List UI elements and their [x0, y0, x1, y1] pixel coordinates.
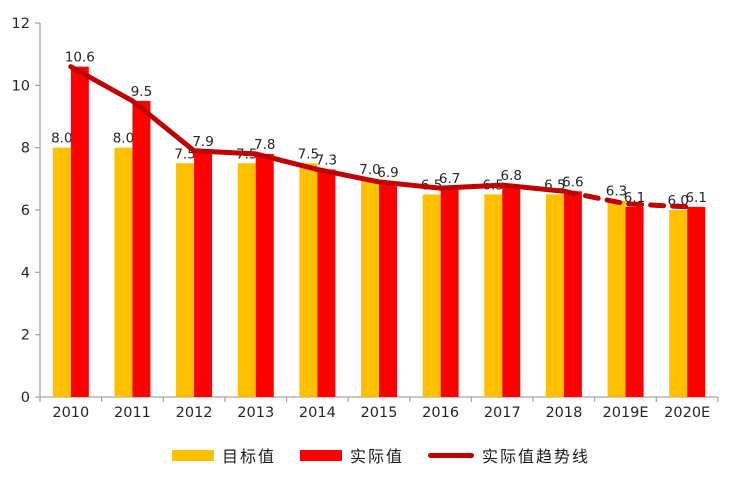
x-axis-label: 2018 — [545, 405, 582, 421]
x-axis-label: 2020E — [664, 405, 710, 421]
legend-trendline-swatch — [428, 452, 474, 458]
bar-target-2011 — [114, 147, 133, 397]
bar-value-label: 7.8 — [254, 137, 275, 153]
y-axis-tick-label: 2 — [21, 328, 30, 344]
legend-item-actual: 实际值 — [299, 443, 404, 467]
bar-actual-2015 — [379, 181, 397, 397]
trend-line-solid — [68, 64, 567, 194]
bar-value-label: 6.1 — [685, 190, 706, 206]
bar-actual-2017 — [502, 185, 521, 397]
bar-target-2013 — [237, 163, 256, 397]
bar-value-label: 7.5 — [298, 146, 319, 162]
bar-target-2014 — [299, 163, 318, 397]
x-axis-label: 2013 — [237, 405, 274, 421]
y-axis-tick-label: 12 — [12, 16, 30, 32]
bar-value-label: 6.8 — [501, 168, 522, 184]
x-axis-label: 2016 — [422, 405, 459, 421]
bar-value-label: 8.0 — [113, 131, 134, 147]
bar-value-label: 6.3 — [606, 184, 627, 200]
bar-actual-2012 — [194, 150, 213, 397]
y-axis-tick-label: 8 — [21, 141, 30, 157]
x-axis-label: 2017 — [484, 405, 521, 421]
bar-actual-2013 — [255, 153, 274, 397]
bar-target-2016 — [422, 194, 441, 397]
bar-value-label: 6.9 — [377, 165, 398, 181]
legend-item-target: 目标值 — [171, 443, 276, 467]
bar-target-2018 — [545, 194, 564, 397]
y-axis-tick-label: 10 — [12, 78, 30, 94]
x-axis-label: 2011 — [114, 405, 151, 421]
bar-value-label: 6.6 — [562, 174, 583, 190]
bar-value-label: 7.0 — [359, 162, 380, 178]
bar-target-2017 — [484, 194, 503, 397]
bar-value-label: 10.6 — [65, 50, 95, 66]
legend-label-target: 目标值 — [221, 449, 276, 466]
bar-value-label: 7.3 — [316, 152, 337, 168]
trend-line-dashed — [561, 188, 690, 210]
bar-target-2020E — [669, 210, 688, 397]
bar-actual-2018 — [563, 191, 582, 397]
bar-actual-2014 — [317, 169, 336, 397]
bar-actual-2011 — [132, 100, 151, 398]
legend-label-actual: 实际值 — [349, 449, 404, 466]
legend: 目标值 实际值 实际值趋势线 — [10, 443, 742, 467]
legend-swatch-target — [171, 449, 214, 461]
y-axis-tick-label: 0 — [21, 390, 30, 406]
bar-actual-2010 — [70, 66, 89, 397]
x-axis-label: 2010 — [52, 405, 89, 421]
bar-target-2012 — [176, 163, 195, 397]
bar-value-label: 8.0 — [51, 131, 72, 147]
bar-target-2015 — [361, 178, 379, 397]
bar-actual-2019E — [625, 206, 644, 397]
bar-value-label: 7.9 — [192, 134, 213, 150]
x-axis-label: 2015 — [361, 405, 398, 421]
x-axis-label: 2019E — [603, 405, 649, 421]
bar-actual-2020E — [687, 206, 706, 397]
bar-target-2010 — [52, 147, 71, 397]
x-axis-label: 2014 — [299, 405, 336, 421]
legend-label-trend: 实际值趋势线 — [482, 449, 591, 466]
legend-item-trend: 实际值趋势线 — [428, 443, 590, 467]
y-axis-tick-label: 6 — [21, 203, 30, 219]
bar-value-label: 6.7 — [439, 171, 460, 187]
bar-value-label: 9.5 — [131, 84, 152, 100]
bar-target-2019E — [607, 200, 626, 397]
x-axis-label: 2012 — [176, 405, 213, 421]
y-axis-tick-label: 4 — [21, 265, 30, 281]
bar-actual-2016 — [440, 188, 459, 397]
legend-swatch-actual — [299, 449, 342, 461]
